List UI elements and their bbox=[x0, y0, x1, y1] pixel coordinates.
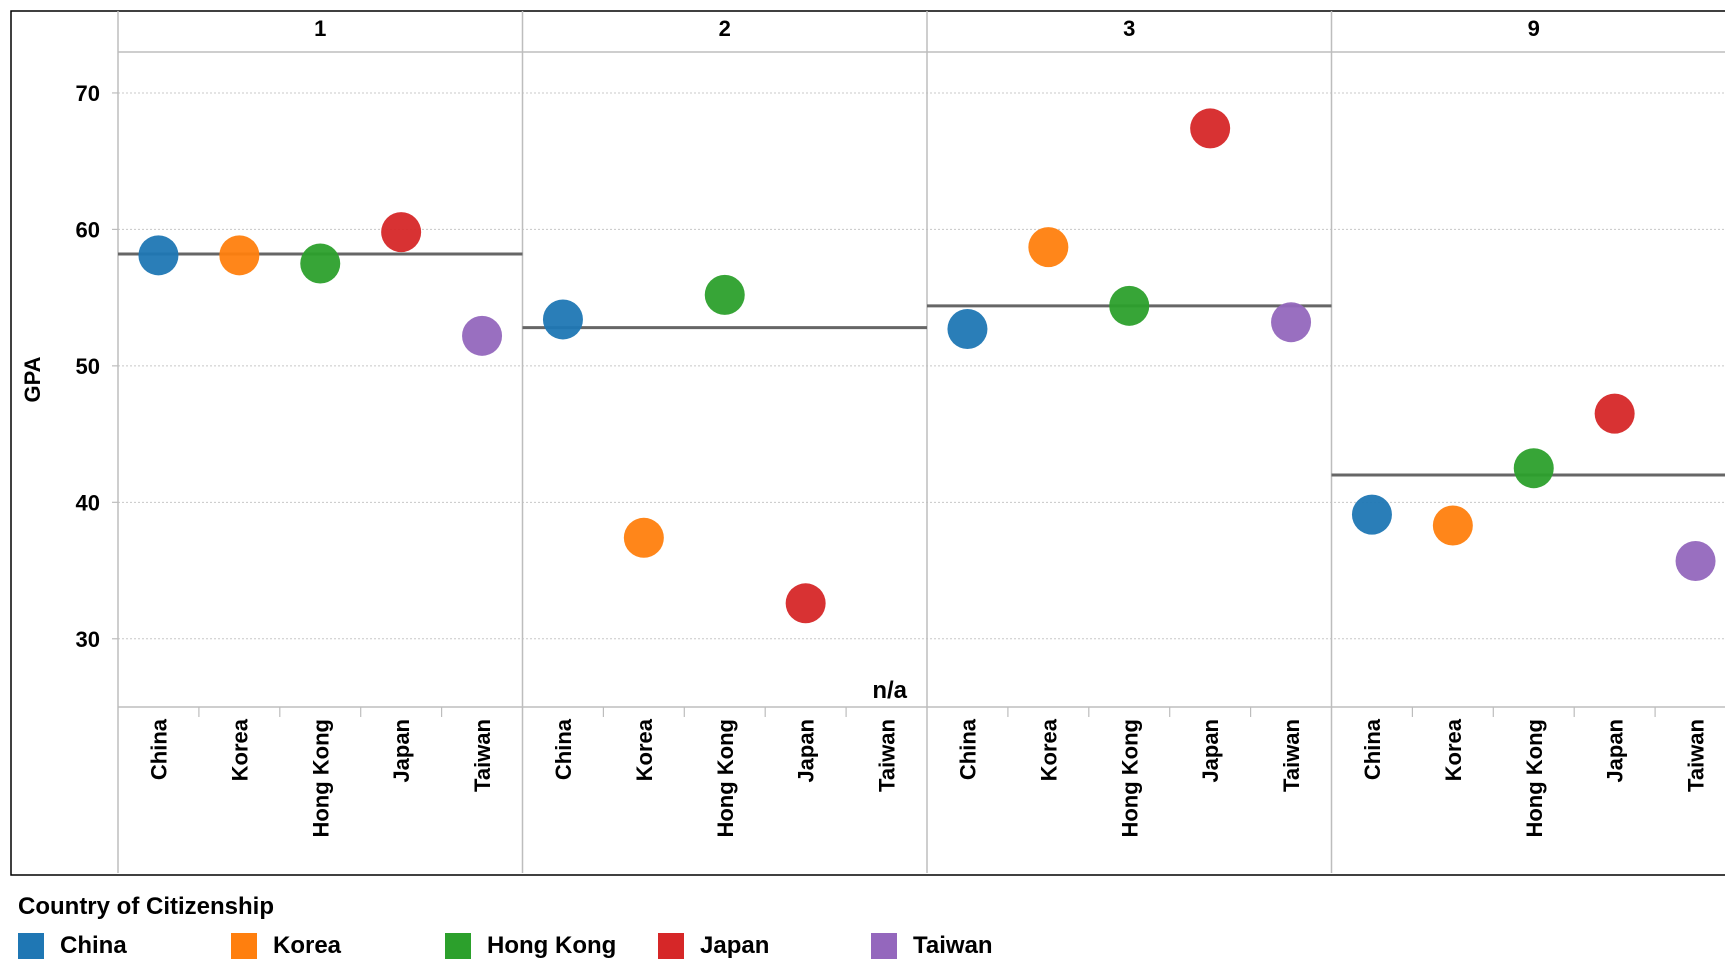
point-panel-3-taiwan bbox=[1271, 302, 1312, 343]
point-panel-1-taiwan bbox=[462, 315, 503, 356]
legend-items: China Korea Hong Kong Japan Taiwan bbox=[18, 931, 1718, 961]
x-tick-label-9-taiwan: Taiwan bbox=[1684, 719, 1709, 792]
legend-swatch-hong-kong bbox=[445, 933, 471, 959]
x-tick-label-9-japan: Japan bbox=[1603, 719, 1628, 783]
chart-frame bbox=[10, 10, 1725, 876]
point-panel-2-hong-kong bbox=[704, 274, 745, 315]
x-tick-label-3-taiwan: Taiwan bbox=[1279, 719, 1304, 792]
x-tick-label-9-china: China bbox=[1360, 718, 1385, 780]
point-panel-3-hong-kong bbox=[1109, 285, 1150, 326]
x-tick-label-2-china: China bbox=[551, 718, 576, 780]
legend-item-china[interactable]: China bbox=[18, 931, 127, 961]
point-panel-1-china bbox=[138, 235, 179, 276]
panel-note-2: n/a bbox=[872, 677, 907, 704]
x-tick-label-1-china: China bbox=[146, 718, 171, 780]
point-panel-2-japan bbox=[785, 583, 826, 624]
point-panel-2-korea bbox=[623, 517, 664, 558]
x-tick-label-1-taiwan: Taiwan bbox=[470, 719, 495, 792]
legend-item-taiwan[interactable]: Taiwan bbox=[871, 931, 993, 961]
point-panel-1-korea bbox=[219, 235, 260, 276]
point-panel-1-hong-kong bbox=[300, 243, 341, 284]
y-tick-label-40: 40 bbox=[76, 490, 100, 515]
legend-item-japan[interactable]: Japan bbox=[658, 931, 769, 961]
chart-svg: 30 40 50 60 70 GPA 1 China Korea Hong Kong Japan Ta… bbox=[10, 10, 1725, 876]
legend-swatch-japan bbox=[658, 933, 684, 959]
point-panel-9-china bbox=[1351, 494, 1392, 535]
legend-label-taiwan: Taiwan bbox=[913, 932, 993, 959]
legend-label-china: China bbox=[60, 932, 127, 959]
point-panel-9-korea bbox=[1432, 505, 1473, 546]
legend-label-korea: Korea bbox=[273, 932, 342, 959]
point-panel-1-japan bbox=[381, 212, 422, 253]
legend-label-hong-kong: Hong Kong bbox=[487, 932, 617, 959]
x-tick-label-2-korea: Korea bbox=[632, 718, 657, 781]
legend-swatch-china bbox=[18, 933, 44, 959]
point-panel-9-hong-kong bbox=[1513, 448, 1554, 489]
legend-item-hong-kong[interactable]: Hong Kong bbox=[445, 931, 616, 961]
x-tick-label-3-korea: Korea bbox=[1036, 718, 1061, 781]
legend-label-japan: Japan bbox=[700, 932, 770, 959]
legend-title: Country of Citizenship bbox=[18, 893, 274, 920]
point-panel-3-korea bbox=[1028, 227, 1069, 268]
panel-header-9: 9 bbox=[1528, 16, 1540, 41]
x-tick-label-2-japan: Japan bbox=[794, 719, 819, 783]
point-panel-3-japan bbox=[1190, 108, 1231, 149]
y-axis-title: GPA bbox=[20, 356, 45, 402]
y-tick-label-50: 50 bbox=[76, 354, 100, 379]
x-tick-label-3-japan: Japan bbox=[1198, 719, 1223, 783]
x-tick-label-1-japan: Japan bbox=[389, 719, 414, 783]
x-tick-label-9-hong-kong: Hong Kong bbox=[1522, 719, 1547, 838]
y-tick-label-30: 30 bbox=[76, 627, 100, 652]
legend-swatch-korea bbox=[231, 933, 257, 959]
legend: Country of Citizenship China Korea Hong … bbox=[18, 893, 1718, 965]
x-tick-label-2-taiwan: Taiwan bbox=[875, 719, 900, 792]
point-panel-2-china bbox=[542, 299, 583, 340]
x-tick-label-1-korea: Korea bbox=[227, 718, 252, 781]
x-tick-label-9-korea: Korea bbox=[1441, 718, 1466, 781]
y-tick-label-60: 60 bbox=[76, 217, 100, 242]
point-panel-9-japan bbox=[1594, 393, 1635, 434]
legend-item-korea[interactable]: Korea bbox=[231, 931, 341, 961]
panel-header-1: 1 bbox=[314, 16, 326, 41]
point-panel-9-taiwan bbox=[1675, 540, 1716, 581]
panel-header-2: 2 bbox=[719, 16, 731, 41]
point-panel-3-china bbox=[947, 309, 988, 350]
x-tick-label-3-hong-kong: Hong Kong bbox=[1117, 719, 1142, 838]
x-tick-label-3-china: China bbox=[955, 718, 980, 780]
y-tick-label-70: 70 bbox=[76, 81, 100, 106]
panel-header-3: 3 bbox=[1123, 16, 1135, 41]
x-tick-label-2-hong-kong: Hong Kong bbox=[713, 719, 738, 838]
legend-swatch-taiwan bbox=[871, 933, 897, 959]
x-tick-label-1-hong-kong: Hong Kong bbox=[308, 719, 333, 838]
